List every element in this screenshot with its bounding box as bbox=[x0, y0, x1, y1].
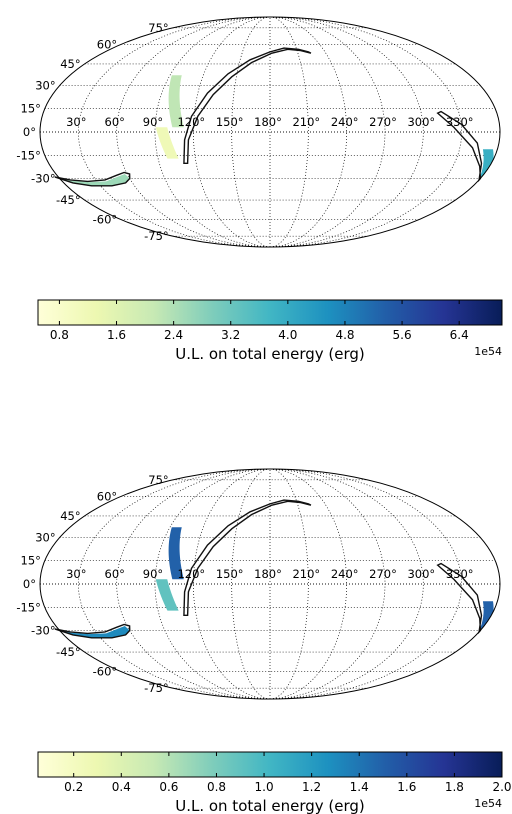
meridian-line bbox=[269, 468, 386, 700]
colorbar-offset-label: 1e54 bbox=[474, 345, 502, 358]
sky-map-panel-bottom: 75° 60° 45° 30° 15° 0° -15° -30°-45° -60° -75° 30°… bbox=[16, 468, 512, 814]
lat-tick-label: 45° bbox=[60, 57, 80, 71]
lat-tick-label: -60° bbox=[93, 213, 118, 227]
lat-tick-label: 0° bbox=[23, 577, 36, 591]
lat-tick-label: -15° bbox=[16, 601, 41, 615]
colorbar-tick-label: 1.4 bbox=[350, 780, 369, 794]
colorbar-tick-label: 0.6 bbox=[159, 780, 178, 794]
colorbar bbox=[37, 299, 503, 326]
filled-region bbox=[168, 527, 184, 580]
meridian-line bbox=[192, 16, 271, 248]
colorbar-tick-label: 0.8 bbox=[207, 780, 226, 794]
sky-map-panel-top: 75° 60° 45° 30° 15° 0° -15° -30°-45° -60° -75° 30°… bbox=[16, 16, 503, 363]
lon-tick-label: 330° bbox=[446, 115, 474, 129]
lon-tick-label: 120° bbox=[177, 567, 205, 581]
lat-tick-label: -15° bbox=[16, 149, 41, 163]
colorbar-tick-label: 2.4 bbox=[164, 328, 183, 342]
lat-tick-label: 45° bbox=[60, 509, 80, 523]
lat-tick-label: -30° bbox=[31, 172, 56, 186]
lon-tick-label: 210° bbox=[292, 115, 320, 129]
map-boundary bbox=[39, 468, 501, 700]
colorbar-tick-label: 3.2 bbox=[221, 328, 240, 342]
colorbar-tick-label: 0.4 bbox=[112, 780, 131, 794]
colorbar-tick-label: 0.8 bbox=[50, 328, 69, 342]
filled-region bbox=[479, 601, 494, 631]
lat-tick-label: -75° bbox=[144, 229, 169, 243]
colorbar-tick-label: 6.4 bbox=[450, 328, 469, 342]
colorbar-tick-label: 1.2 bbox=[302, 780, 321, 794]
lon-tick-label: 90° bbox=[143, 567, 163, 581]
lon-tick-label: 120° bbox=[177, 115, 205, 129]
meridian-line bbox=[269, 16, 386, 248]
colorbar-tick-label: 0.2 bbox=[64, 780, 83, 794]
colorbar-tick-label: 1.6 bbox=[107, 328, 126, 342]
colorbar-label: U.L. on total energy (erg) bbox=[175, 345, 365, 363]
lon-tick-label: 180° bbox=[254, 115, 282, 129]
graticule bbox=[40, 16, 500, 248]
filled-region bbox=[168, 75, 184, 128]
meridian-line bbox=[154, 468, 271, 700]
meridian-line bbox=[192, 468, 271, 700]
lat-tick-label: 30° bbox=[35, 531, 55, 545]
lon-tick-label: 270° bbox=[369, 115, 397, 129]
colorbar bbox=[37, 751, 503, 778]
filled-region bbox=[155, 127, 179, 159]
lon-tick-label: 30° bbox=[66, 567, 86, 581]
contour-line bbox=[54, 171, 131, 187]
lat-tick-label: -30° bbox=[31, 624, 56, 638]
colorbar-tick-label: 1.0 bbox=[255, 780, 274, 794]
filled-region bbox=[479, 149, 494, 179]
lon-tick-label: 150° bbox=[216, 115, 244, 129]
lon-tick-label: 240° bbox=[331, 567, 359, 581]
contour-line bbox=[183, 47, 312, 164]
colorbar-tick-label: 4.8 bbox=[335, 328, 354, 342]
lat-tick-label: 75° bbox=[148, 21, 168, 35]
lat-tick-label: 0° bbox=[23, 125, 36, 139]
map-boundary bbox=[39, 16, 501, 248]
lon-tick-label: 90° bbox=[143, 115, 163, 129]
lon-tick-label: 300° bbox=[407, 567, 435, 581]
lon-tick-label: 210° bbox=[292, 567, 320, 581]
colorbar-tick-label: 4.0 bbox=[278, 328, 297, 342]
lat-tick-label: 30° bbox=[35, 79, 55, 93]
lat-tick-label: 60° bbox=[97, 489, 117, 503]
colorbar-tick-label: 2.0 bbox=[492, 780, 511, 794]
lat-tick-label: -45° bbox=[56, 645, 81, 659]
lat-tick-label: -45° bbox=[56, 193, 81, 207]
lon-tick-label: 180° bbox=[254, 567, 282, 581]
colorbar-label: U.L. on total energy (erg) bbox=[175, 797, 365, 814]
contour-line bbox=[54, 623, 131, 639]
lon-tick-label: 330° bbox=[446, 567, 474, 581]
graticule bbox=[40, 468, 500, 700]
meridian-line bbox=[154, 16, 271, 248]
lon-tick-label: 60° bbox=[105, 115, 125, 129]
contour-line bbox=[183, 499, 312, 616]
lon-tick-label: 60° bbox=[105, 567, 125, 581]
colorbar-offset-label: 1e54 bbox=[474, 797, 502, 810]
lat-tick-label: -60° bbox=[93, 665, 118, 679]
filled-region bbox=[155, 579, 179, 611]
colorbar-tick-label: 1.8 bbox=[445, 780, 464, 794]
lat-tick-label: 75° bbox=[148, 473, 168, 487]
colorbar-tick-label: 1.6 bbox=[397, 780, 416, 794]
lat-tick-label: 15° bbox=[21, 102, 41, 116]
lat-tick-label: 60° bbox=[97, 37, 117, 51]
lon-tick-label: 150° bbox=[216, 567, 244, 581]
lat-tick-label: -75° bbox=[144, 681, 169, 695]
lat-tick-label: 15° bbox=[21, 554, 41, 568]
colorbar-tick-label: 5.6 bbox=[393, 328, 412, 342]
lon-tick-label: 30° bbox=[66, 115, 86, 129]
lon-tick-label: 270° bbox=[369, 567, 397, 581]
lon-tick-label: 240° bbox=[331, 115, 359, 129]
lon-tick-label: 300° bbox=[407, 115, 435, 129]
